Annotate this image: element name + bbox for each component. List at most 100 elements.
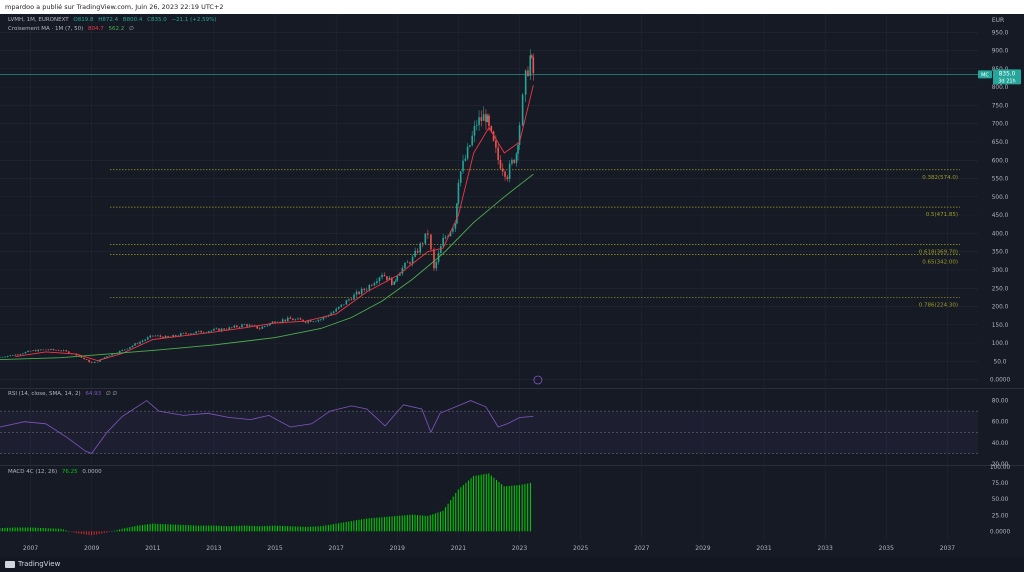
candle-body: [401, 268, 404, 274]
macd-bar: [401, 515, 403, 532]
macd-bar: [136, 525, 138, 532]
macd-bar: [251, 525, 253, 532]
fib-label: 0.618(369.70): [919, 249, 958, 255]
candle-body: [141, 340, 144, 342]
price-tick-label: 0.0000: [990, 378, 1011, 384]
macd-tick-label: 0.0000: [990, 529, 1011, 535]
macd-bar: [253, 525, 256, 532]
price-badge-value: 835.0: [999, 71, 1016, 77]
tradingview-brand[interactable]: TradingView: [5, 557, 60, 572]
candle-body: [340, 304, 343, 307]
candle-body: [50, 349, 52, 350]
rsi-value: 64.93: [85, 391, 102, 397]
candle-body: [388, 277, 391, 280]
candle-body: [144, 339, 146, 341]
price-tick-label: 550.0: [992, 177, 1009, 183]
macd-bar: [134, 526, 136, 532]
macd-bar: [68, 531, 70, 532]
macd-bar: [213, 525, 215, 532]
candle-body: [480, 117, 483, 121]
macd-bar: [34, 527, 37, 532]
candle-body: [511, 159, 513, 164]
candle-body: [154, 335, 157, 337]
candle-body: [532, 57, 535, 74]
price-tick-label: 100.0: [992, 341, 1009, 347]
macd-bar: [103, 531, 105, 534]
macd-bar: [371, 518, 373, 532]
macd-bar: [218, 525, 220, 532]
macd-bar: [106, 531, 108, 533]
candle-body: [55, 349, 57, 351]
candle-body: [192, 333, 195, 334]
price-tick-label: 400.0: [992, 231, 1009, 237]
macd-bar: [345, 521, 347, 532]
macd-bar: [197, 525, 200, 532]
macd-bar: [524, 483, 526, 532]
chart-canvas[interactable]: 0.382(574.0) 0.5(471.85) 0.618(369.70) 0.65…: [0, 14, 1024, 557]
macd-bar: [450, 500, 452, 532]
candle-body: [304, 321, 307, 323]
candle-body: [360, 288, 363, 294]
candle-body: [83, 357, 85, 360]
macd-bar: [210, 525, 212, 532]
macd-bar: [447, 503, 449, 532]
macd-bar: [149, 523, 151, 532]
candle-body: [197, 330, 200, 332]
macd-bar: [350, 521, 352, 532]
candle-body: [108, 355, 111, 357]
candle-body: [299, 318, 302, 320]
footer-bar: TradingView: [0, 557, 1024, 572]
macd-bar: [335, 523, 337, 532]
time-tick-label: 2025: [573, 545, 588, 552]
macd-bar: [490, 475, 492, 532]
candle-body: [495, 140, 497, 148]
macd-bar: [27, 527, 29, 532]
candle-body: [93, 361, 96, 364]
macd-bar: [96, 531, 98, 535]
candle-body: [435, 261, 438, 269]
candle-body: [404, 262, 406, 269]
rsi-line: [0, 400, 534, 454]
candle-body: [363, 288, 366, 290]
candle-body: [343, 304, 345, 306]
macd-bar: [317, 526, 319, 532]
candle-body: [195, 331, 197, 334]
candle-body: [409, 262, 411, 264]
macd-bar: [256, 526, 258, 532]
candle-body: [172, 335, 174, 337]
time-tick-label: 2037: [940, 545, 955, 552]
candle-body: [378, 277, 381, 282]
candle-body: [527, 70, 529, 76]
symbol-badge-text: MC: [981, 72, 989, 78]
price-tick-label: 500.0: [992, 195, 1009, 201]
candle-body: [24, 352, 27, 354]
macd-bar: [144, 524, 146, 532]
macd-bar: [457, 489, 459, 532]
high-value: H872.4: [98, 17, 119, 23]
candle-body: [106, 356, 108, 358]
macd-bar: [215, 525, 217, 532]
candle-body: [337, 306, 340, 309]
macd-bar: [139, 525, 141, 532]
time-tick-label: 2031: [756, 545, 771, 552]
price-tick-label: 450.0: [992, 213, 1009, 219]
macd-tick-label: 25.00: [992, 513, 1009, 519]
candle-body: [315, 321, 317, 322]
candle-body: [139, 341, 141, 344]
candle-body: [506, 176, 509, 179]
candle-body: [391, 277, 393, 285]
macd-bar: [475, 475, 477, 532]
macd-bar: [320, 526, 322, 532]
candle-body: [320, 319, 322, 320]
macd-bar: [225, 526, 228, 532]
macd-bar: [404, 515, 406, 532]
macd-bar: [266, 525, 268, 532]
macd-bar: [159, 523, 161, 532]
macd-bar: [467, 480, 470, 532]
macd-bar: [358, 519, 360, 532]
macd-bar: [238, 525, 240, 532]
ma-extra: ∅: [129, 26, 134, 32]
macd-bar: [414, 514, 416, 532]
candle-body: [529, 55, 532, 76]
time-tick-label: 2033: [818, 545, 833, 552]
